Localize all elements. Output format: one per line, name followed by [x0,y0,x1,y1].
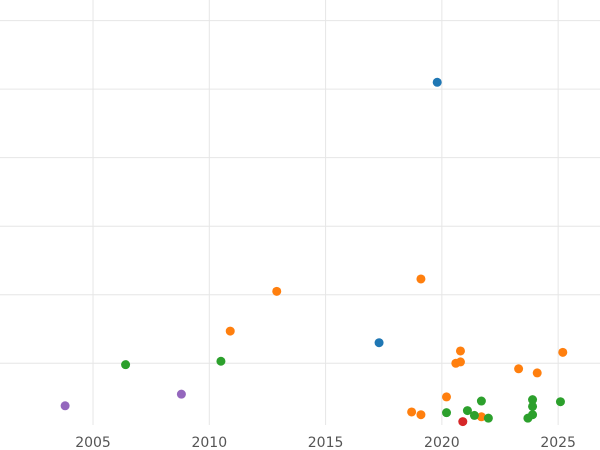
x-tick-label: 2010 [191,435,227,450]
data-point [442,392,452,402]
x-tick-label: 2005 [75,435,111,450]
data-point [458,417,468,427]
data-point [60,401,70,411]
data-point [176,389,186,399]
data-point [455,357,465,367]
data-point [476,412,486,422]
data-point [416,410,426,420]
data-point [272,286,282,296]
data-point [416,274,426,284]
data-point [528,410,538,420]
data-point [455,346,465,356]
data-point [555,397,565,407]
data-point [476,396,486,406]
x-tick-label: 2025 [540,435,576,450]
data-point [514,364,524,374]
x-gridlines [92,0,559,425]
data-point [216,356,226,366]
x-tick-label: 2015 [308,435,344,450]
x-tick-label: 2020 [424,435,460,450]
y-gridlines [0,20,600,364]
data-point [469,410,479,420]
data-points [60,77,568,427]
data-point [532,368,542,378]
data-point [558,347,568,357]
data-point [374,338,384,348]
data-point [528,401,538,411]
data-point [483,413,493,423]
data-point [432,77,442,87]
x-tick-labels: 2005 2010 2015 2020 2025 [75,435,576,450]
data-point [225,326,235,336]
data-point [528,395,538,405]
data-point [462,406,472,416]
data-point [442,408,452,418]
data-point [121,360,131,370]
data-point [407,407,417,417]
